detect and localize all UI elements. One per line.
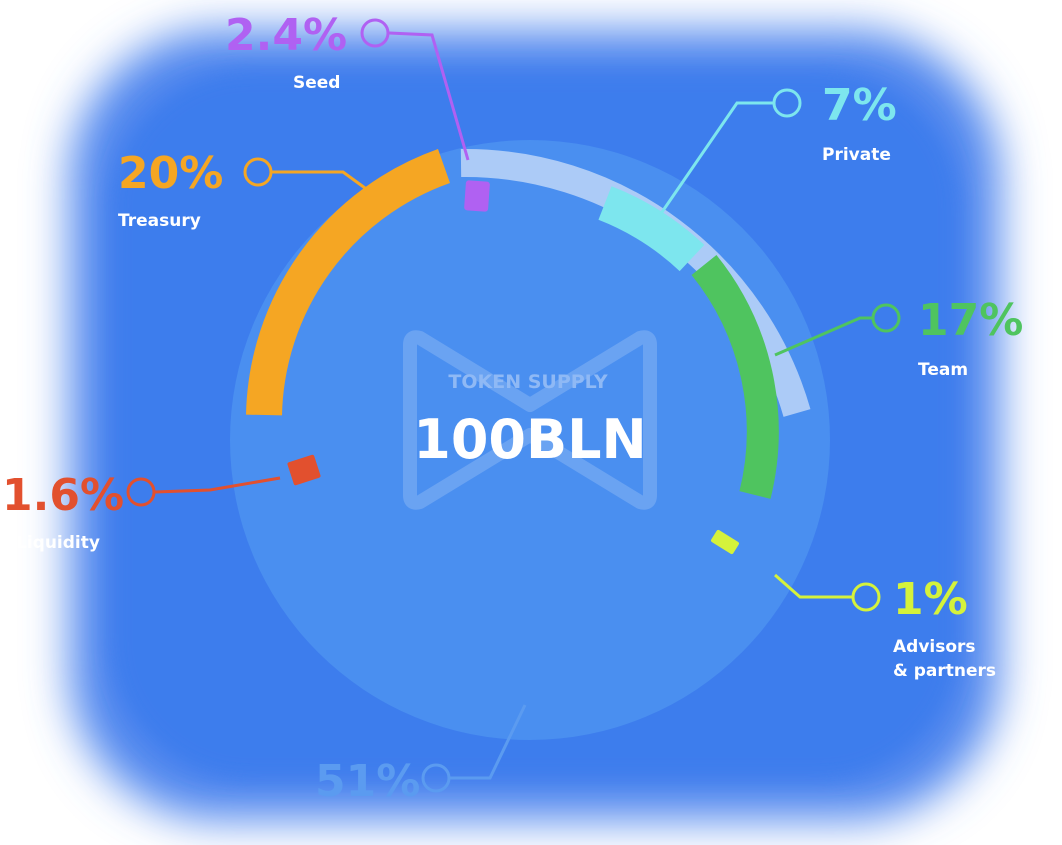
leader-treasury — [243, 157, 366, 190]
leader-ecosystem — [421, 704, 527, 793]
liquidity-percent: 1.6% — [2, 470, 124, 521]
segment-advisors — [711, 529, 739, 555]
treasury-label: Treasury — [118, 211, 201, 231]
leader-advisors — [774, 573, 881, 612]
treasury-percent: 20% — [118, 148, 223, 199]
advisors-label-line1: Advisors — [893, 637, 976, 657]
center-value: 100BLN — [413, 408, 646, 471]
team-percent: 17% — [918, 295, 1023, 346]
segment-liquidity — [287, 454, 321, 486]
leader-team — [774, 303, 901, 357]
segment-treasury — [246, 149, 451, 416]
center-title: TOKEN SUPPLY — [448, 371, 607, 393]
advisors-percent: 1% — [893, 574, 968, 625]
leader-liquidity — [126, 476, 281, 507]
ecosystem-percent: 51% — [315, 756, 420, 807]
private-percent: 7% — [822, 80, 897, 131]
seed-percent: 2.4% — [225, 10, 347, 61]
segment-private — [598, 186, 705, 272]
leader-seed — [360, 18, 470, 161]
private-label: Private — [822, 145, 891, 165]
seed-label: Seed — [293, 73, 340, 93]
liquidity-label: Liquidity — [16, 533, 100, 553]
logo-watermark-icon — [403, 330, 657, 510]
segment-team — [691, 254, 779, 499]
team-label: Team — [918, 360, 968, 380]
leader-private — [658, 88, 802, 216]
advisors-label-line2: & partners — [893, 661, 996, 681]
segment-seed — [464, 180, 490, 212]
